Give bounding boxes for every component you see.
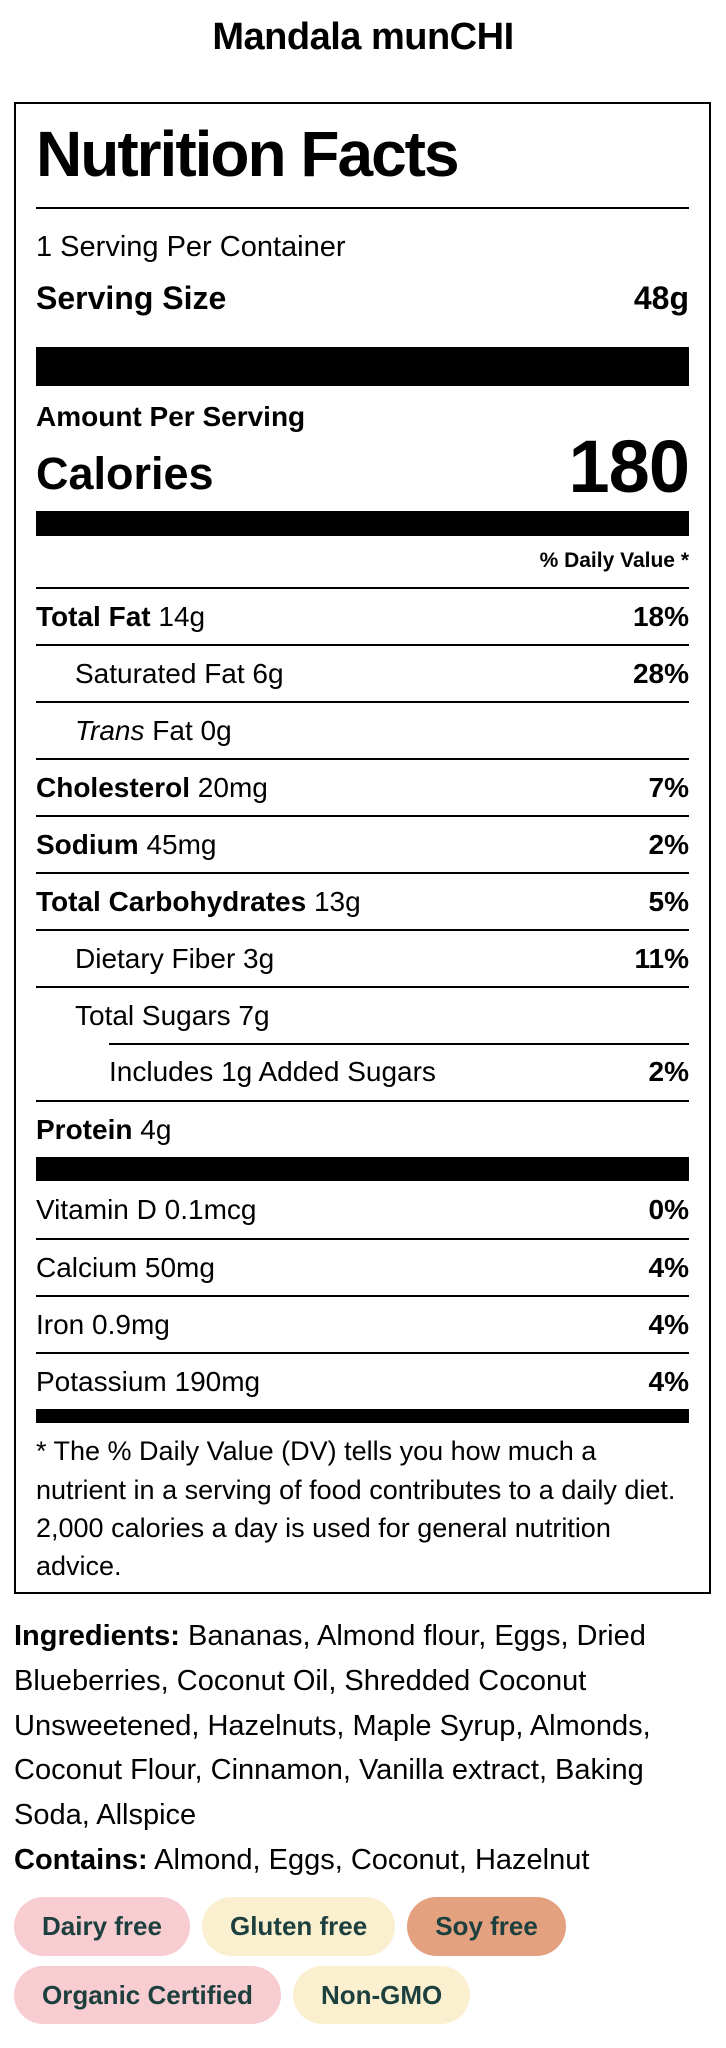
nutrient-name: Total Carbohydrates 13g [36, 885, 361, 917]
daily-value-percent: 4% [648, 1251, 689, 1283]
nutrient-row: Saturated Fat 6g 28% [36, 644, 689, 701]
diet-badge: Non-GMO [292, 1965, 471, 2025]
contains-label: Contains: [14, 1844, 148, 1877]
daily-value-percent: 28% [632, 657, 689, 689]
divider-bar-thick [36, 347, 689, 387]
nutrient-name: Includes 1g Added Sugars [109, 1055, 436, 1087]
diet-badge: Dairy free [14, 1897, 190, 1956]
diet-badge: Gluten free [201, 1897, 396, 1956]
daily-value-percent: 18% [632, 600, 689, 632]
divider-bar-medium [36, 511, 689, 537]
nutrient-name: Total Fat 14g [36, 600, 206, 632]
divider-bar-protein-end [36, 1157, 689, 1182]
nutrient-row: Protein 4g [36, 1100, 689, 1157]
nutrient-name: Sodium 45mg [36, 828, 217, 860]
calories-label: Calories [36, 448, 214, 500]
nutrient-row: Total Carbohydrates 13g 5% [36, 872, 689, 929]
daily-value-percent: 11% [634, 942, 690, 974]
micronutrient-rows: Vitamin D 0.1mcg 0% Calcium 50mg 4% Iron 0.9… [36, 1181, 689, 1409]
nutrient-name: Dietary Fiber 3g [75, 942, 275, 974]
nutrient-name: Cholesterol 20mg [36, 771, 268, 803]
micronutrient-row: Vitamin D 0.1mcg 0% [36, 1181, 689, 1238]
calories-row: Calories 180 [36, 425, 690, 511]
diet-badge: Organic Certified [14, 1965, 281, 2025]
daily-value-percent: 7% [648, 771, 689, 803]
ingredients-label: Ingredients: [14, 1619, 180, 1652]
nutrient-name: Saturated Fat 6g [75, 657, 284, 689]
serving-size-value: 48g [633, 280, 689, 317]
contains-paragraph: Contains: Almond, Eggs, Coconut, Hazelnu… [14, 1838, 712, 1883]
nutrient-row: Total Sugars 7g [36, 986, 689, 1043]
nutrient-name: Vitamin D 0.1mcg [36, 1193, 257, 1225]
divider-bar-thin [36, 1409, 689, 1424]
daily-value-header: % Daily Value * [539, 549, 689, 573]
product-title: Mandala munCHI [212, 16, 514, 58]
contains-text: Almond, Eggs, Coconut, Hazelnut [147, 1844, 590, 1877]
diet-badges: Dairy free Gluten free Soy free Organic Cer… [14, 1897, 712, 2025]
ingredients-text: Bananas, Almond flour, Eggs, Dried Blueb… [14, 1619, 651, 1832]
nutrient-name: Calcium 50mg [36, 1251, 215, 1283]
serving-size-label: Serving Size [36, 280, 227, 317]
daily-value-percent: 0% [648, 1193, 689, 1225]
micronutrient-row: Potassium 190mg 4% [36, 1352, 689, 1409]
nutrient-name: Iron 0.9mg [36, 1308, 170, 1340]
nutrient-name: Total Sugars 7g [75, 999, 270, 1031]
daily-value-percent: 2% [648, 1055, 689, 1087]
diet-badge: Soy free [407, 1897, 566, 1956]
nutrition-facts-heading: Nutrition Facts [36, 104, 689, 210]
nutrient-row: Sodium 45mg 2% [36, 815, 689, 872]
calories-value: 180 [568, 425, 690, 509]
nutrient-name: Trans Fat 0g [75, 714, 232, 746]
nutrient-row: Includes 1g Added Sugars 2% [36, 1043, 689, 1100]
amount-per-serving-label: Amount Per Serving [36, 401, 306, 433]
nutrient-rows: Total Fat 14g 18% Saturated Fat 6g 28% Trans… [36, 587, 689, 1157]
nutrient-row: Total Fat 14g 18% [36, 587, 689, 644]
daily-value-percent: 2% [648, 828, 689, 860]
nutrient-name: Protein 4g [36, 1113, 172, 1145]
daily-value-percent: 4% [648, 1308, 689, 1340]
servings-per-container: 1 Serving Per Container [36, 231, 346, 264]
micronutrient-row: Calcium 50mg 4% [36, 1238, 689, 1295]
nutrient-row: Trans Fat 0g [36, 701, 689, 758]
micronutrient-row: Iron 0.9mg 4% [36, 1295, 689, 1352]
ingredients-paragraph: Ingredients: Bananas, Almond flour, Eggs… [14, 1594, 712, 1839]
nutrient-row: Cholesterol 20mg 7% [36, 758, 689, 815]
serving-size-row: Serving Size 48g [36, 264, 689, 347]
daily-value-percent: 4% [648, 1365, 689, 1397]
daily-value-footnote: * The % Daily Value (DV) tells you how m… [36, 1436, 676, 1582]
nutrient-name: Potassium 190mg [36, 1365, 261, 1397]
nutrition-facts-panel: Nutrition Facts 1 Serving Per Container … [14, 102, 711, 1594]
nutrient-row: Dietary Fiber 3g 11% [36, 929, 689, 986]
daily-value-percent: 5% [648, 885, 689, 917]
